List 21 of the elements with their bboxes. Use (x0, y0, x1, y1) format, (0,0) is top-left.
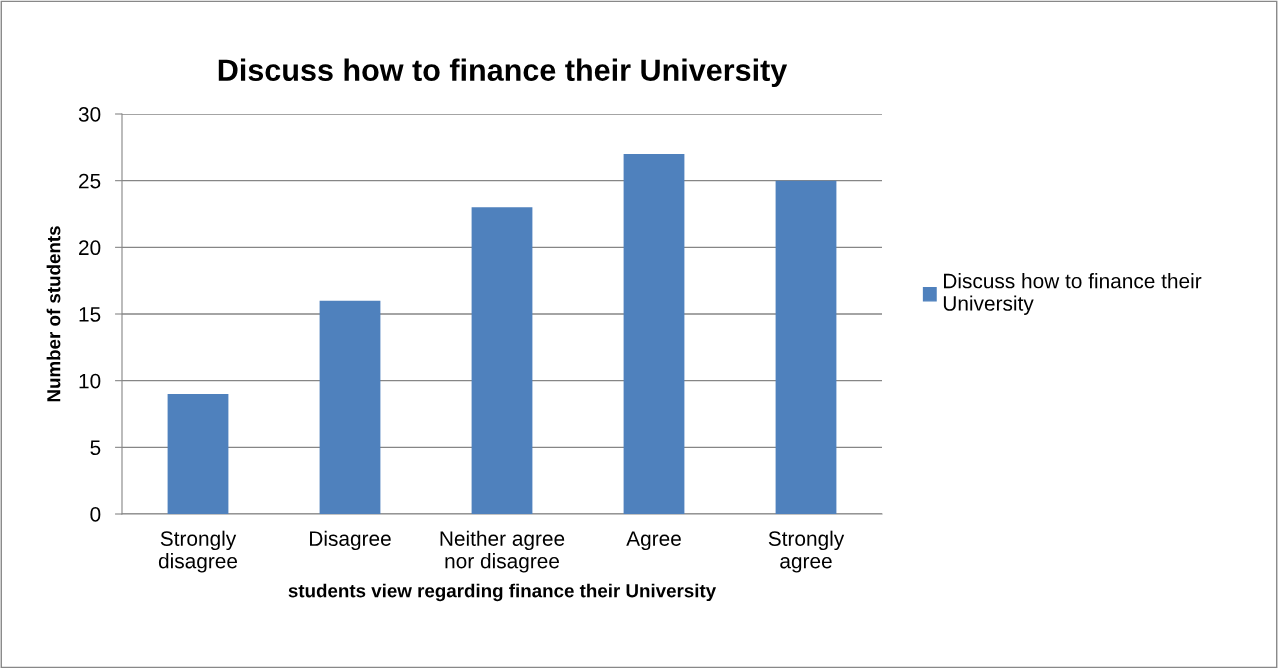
x-tick-label: Strongly disagree (158, 530, 238, 573)
y-tick-label: 30 (78, 107, 101, 122)
y-tick-label: 25 (79, 173, 101, 189)
x-tick-label: Agree (626, 531, 681, 551)
x-tick-label: Disagree (310, 530, 391, 551)
y-axis-title: Number of students (46, 226, 61, 402)
y-tick-label: 20 (79, 240, 101, 256)
legend-label: Discuss how to finance their University (943, 273, 1202, 315)
bar (319, 300, 381, 514)
bar (167, 394, 229, 514)
y-tick-label: 15 (79, 307, 101, 322)
bar (471, 207, 533, 514)
x-tick-label: Strongly agree (768, 530, 845, 573)
bar (775, 180, 837, 514)
x-axis-title: students view regarding finance their University (288, 583, 717, 602)
bar (623, 154, 685, 514)
y-tick-label: 10 (79, 373, 101, 389)
chart-title: Discuss how to finance their University (218, 58, 788, 88)
y-tick-label: 0 (90, 507, 101, 522)
x-tick-label: Neither agree nor disagree (440, 530, 565, 573)
y-tick-label: 5 (90, 440, 101, 456)
